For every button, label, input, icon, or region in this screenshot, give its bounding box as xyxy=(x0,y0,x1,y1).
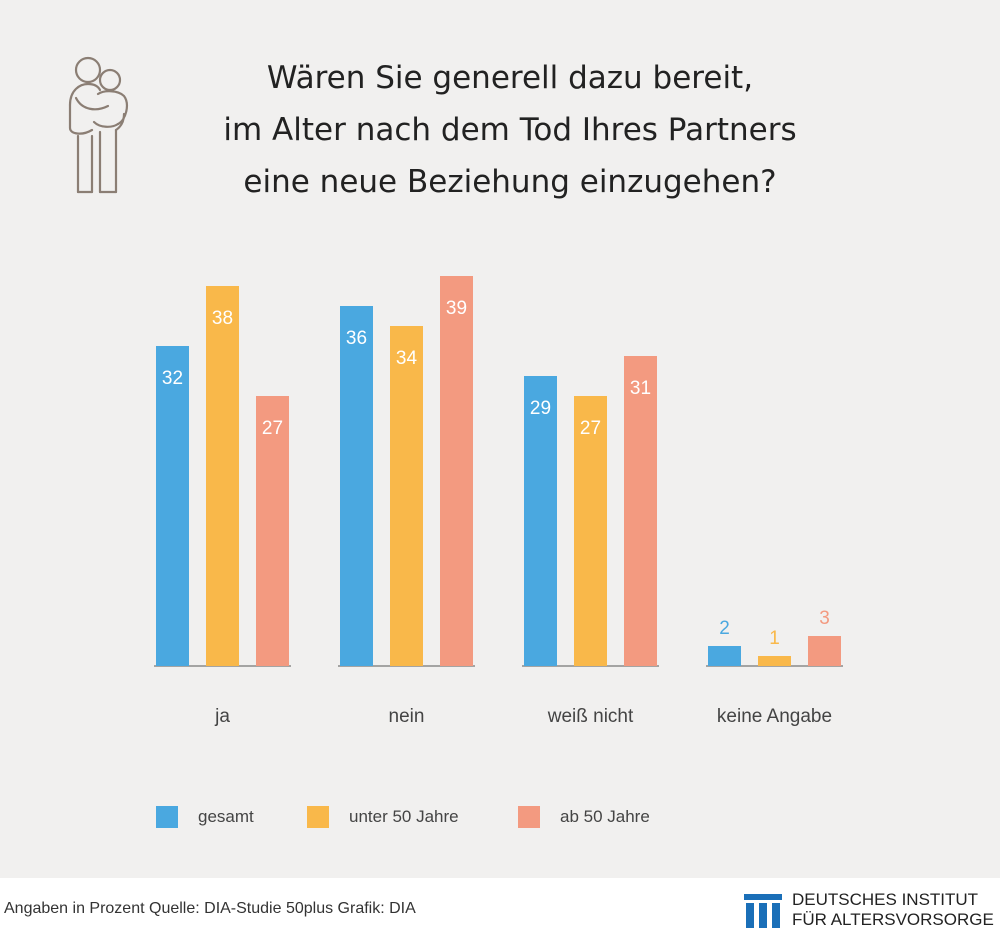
category-label: nein xyxy=(389,706,425,727)
legend-swatch-gesamt xyxy=(156,806,178,828)
title-line-1: Wären Sie generell dazu bereit, xyxy=(266,60,754,96)
data-label: 32 xyxy=(162,368,183,389)
dia-logo-mark xyxy=(744,894,782,928)
logo-line-2: FÜR ALTERSVORSORGE xyxy=(792,910,994,929)
legend-label-ab-50: ab 50 Jahre xyxy=(560,807,650,826)
data-label: 27 xyxy=(262,418,283,439)
bar-keine-Angabe-1 xyxy=(758,656,791,666)
data-label: 38 xyxy=(212,308,233,329)
bar-nein-2 xyxy=(440,276,473,666)
category-label: keine Angabe xyxy=(717,706,832,727)
title-line-2: im Alter nach dem Tod Ihres Partners xyxy=(223,112,797,148)
data-label: 39 xyxy=(446,298,467,319)
dia-logo-text: DEUTSCHES INSTITUT FÜR ALTERSVORSORGE xyxy=(792,890,994,930)
bar-chart: 32 38 27 ja 36 34 39 nein 29 27 31 weiß nicht 2 1 3 kei… xyxy=(154,276,843,727)
bar-keine-Angabe-0 xyxy=(708,646,741,666)
data-label: 36 xyxy=(346,328,367,349)
bar-weiß-nicht-0 xyxy=(524,376,557,666)
data-label: 3 xyxy=(819,608,830,629)
bar-weiß-nicht-1 xyxy=(574,396,607,666)
bar-ja-1 xyxy=(206,286,239,666)
category-label: ja xyxy=(214,706,230,727)
data-label: 31 xyxy=(630,378,651,399)
bar-ja-0 xyxy=(156,346,189,666)
bar-keine-Angabe-2 xyxy=(808,636,841,666)
source-note: Angaben in Prozent Quelle: DIA-Studie 50… xyxy=(4,900,416,917)
bar-nein-0 xyxy=(340,306,373,666)
legend-label-gesamt: gesamt xyxy=(198,807,254,826)
logo-line-1: DEUTSCHES INSTITUT xyxy=(792,890,979,909)
category-label: weiß nicht xyxy=(547,706,634,727)
data-label: 1 xyxy=(769,628,780,649)
legend-swatch-unter-50 xyxy=(307,806,329,828)
couple-embrace-icon xyxy=(68,56,128,194)
bar-nein-1 xyxy=(390,326,423,666)
chart-title: Wären Sie generell dazu bereit, im Alter… xyxy=(160,52,860,208)
title-line-3: eine neue Beziehung einzugehen? xyxy=(243,164,777,200)
data-label: 2 xyxy=(719,618,730,639)
data-label: 27 xyxy=(580,418,601,439)
data-label: 34 xyxy=(396,348,418,369)
legend-swatch-ab-50 xyxy=(518,806,540,828)
bar-weiß-nicht-2 xyxy=(624,356,657,666)
data-label: 29 xyxy=(530,398,551,419)
legend-label-unter-50: unter 50 Jahre xyxy=(349,807,459,826)
bar-ja-2 xyxy=(256,396,289,666)
dia-logo: DEUTSCHES INSTITUT FÜR ALTERSVORSORGE xyxy=(744,886,1000,932)
